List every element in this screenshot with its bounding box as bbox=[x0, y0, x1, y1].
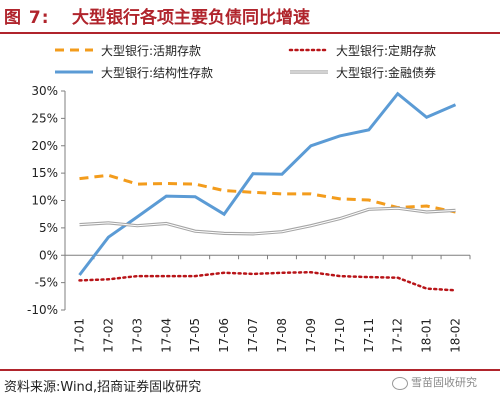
x-tick-label: 17-08 bbox=[275, 318, 289, 353]
figure-number: 图 7: bbox=[4, 8, 50, 28]
series-line-1 bbox=[79, 173, 456, 214]
x-tick-label: 17-07 bbox=[246, 318, 260, 353]
x-tick-label: 17-10 bbox=[333, 318, 347, 353]
x-tick-label: 17-04 bbox=[159, 318, 173, 353]
legend-label: 大型银行:定期存款 bbox=[336, 43, 436, 58]
y-tick-label: 5% bbox=[39, 221, 58, 235]
series-line-2 bbox=[78, 270, 457, 292]
x-tick-label: 17-03 bbox=[130, 318, 144, 353]
wechat-icon bbox=[392, 376, 408, 390]
title-divider bbox=[0, 32, 500, 34]
source-note: 资料来源:Wind,招商证券固收研究 bbox=[4, 380, 202, 395]
y-tick-label: 30% bbox=[31, 84, 58, 98]
x-tick-label: 18-02 bbox=[449, 318, 463, 353]
y-tick-label: 25% bbox=[31, 111, 58, 125]
watermark: 雪苗固收研究 bbox=[392, 374, 477, 390]
x-tick-label: 17-05 bbox=[188, 318, 202, 353]
source-divider bbox=[0, 369, 500, 371]
x-tick-label: 18-01 bbox=[420, 318, 434, 353]
y-tick-label: 0% bbox=[39, 248, 58, 262]
series-line-4 bbox=[79, 206, 456, 236]
x-tick-label: 17-02 bbox=[101, 318, 115, 353]
legend-label: 大型银行:活期存款 bbox=[101, 44, 201, 58]
x-tick-label: 17-09 bbox=[304, 318, 318, 353]
figure-title: 大型银行各项主要负债同比增速 bbox=[72, 8, 310, 28]
legend-label: 大型银行:金融债券 bbox=[336, 65, 436, 80]
x-tick-label: 17-01 bbox=[72, 318, 86, 353]
series-line-4-inner bbox=[79, 207, 456, 235]
y-tick-label: 10% bbox=[31, 194, 58, 208]
x-tick-label: 17-12 bbox=[391, 318, 405, 353]
series-line-3 bbox=[78, 91, 457, 276]
x-tick-label: 17-11 bbox=[362, 318, 376, 353]
y-tick-label: -10% bbox=[27, 303, 58, 317]
legend-label: 大型银行:结构性存款 bbox=[101, 65, 213, 80]
figure-title-bar: 图 7: 大型银行各项主要负债同比增速 bbox=[0, 0, 500, 33]
y-tick-label: 15% bbox=[31, 166, 58, 180]
y-tick-label: -5% bbox=[35, 276, 58, 290]
watermark-text: 雪苗固收研究 bbox=[411, 376, 477, 389]
line-chart: -10% -5% 0% 5% 10% 15% 20% 25% 30% 17-01 17-02 17-0… bbox=[27, 43, 471, 353]
x-tick-label: 17-06 bbox=[217, 318, 231, 353]
y-tick-label: 20% bbox=[31, 139, 58, 153]
